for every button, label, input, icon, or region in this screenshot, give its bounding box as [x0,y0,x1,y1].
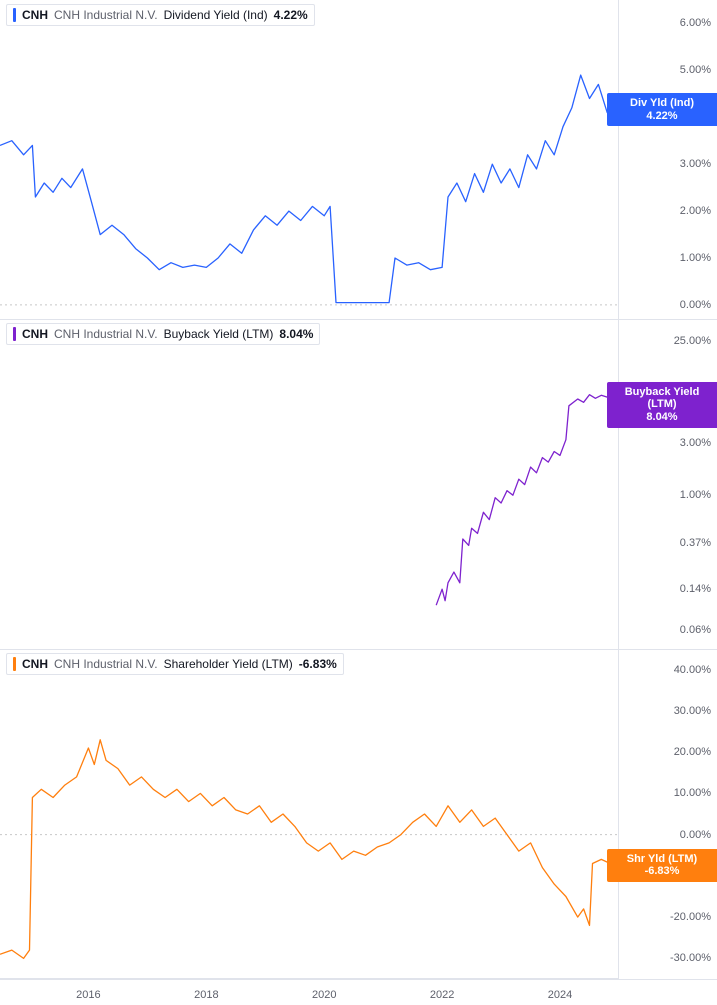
y-tick-label: 10.00% [674,787,711,799]
series-line [0,75,619,303]
badge-title: Div Yld (Ind) [615,97,709,110]
x-tick-label: 2020 [312,989,336,1001]
x-tick-label: 2016 [76,989,100,1001]
y-tick-label: 6.00% [680,17,711,29]
legend-metric: Shareholder Yield (LTM) [164,657,293,671]
y-tick-label: -30.00% [670,952,711,964]
badge-value: -6.83% [615,865,709,878]
y-tick-label: 1.00% [680,489,711,501]
x-tick-label: 2018 [194,989,218,1001]
y-tick-label: 25.00% [674,335,711,347]
y-tick-label: 3.00% [680,437,711,449]
legend-ticker: CNH [22,327,48,341]
y-tick-label: 0.14% [680,583,711,595]
y-axis: 0.00%1.00%2.00%3.00%4.00%5.00%6.00% [618,0,717,319]
legend-value: -6.83% [299,657,337,671]
x-tick-label: 2022 [430,989,454,1001]
y-tick-label: 0.37% [680,537,711,549]
y-tick-label: 1.00% [680,252,711,264]
plot-area[interactable] [0,319,619,649]
y-tick-label: 2.00% [680,205,711,217]
legend-color-tick [13,8,16,22]
x-axis: 2016 2018 2020 2022 2024 [0,978,619,1005]
y-tick-label: 0.00% [680,299,711,311]
y-tick-label: 20.00% [674,746,711,758]
badge-value: 8.04% [615,411,709,424]
legend-metric: Buyback Yield (LTM) [164,327,274,341]
legend-company: CNH Industrial N.V. [54,8,158,22]
badge-value: 4.22% [615,110,709,123]
current-value-badge: Div Yld (Ind)4.22% [607,93,717,126]
y-tick-label: 5.00% [680,64,711,76]
legend-ticker: CNH [22,657,48,671]
legend[interactable]: CNH CNH Industrial N.V. Shareholder Yield … [6,653,344,675]
legend-value: 4.22% [274,8,308,22]
y-tick-label: -20.00% [670,911,711,923]
plot-area[interactable] [0,649,619,979]
legend-company: CNH Industrial N.V. [54,327,158,341]
y-axis: 0.06% 0.14% 0.37% 1.00% 3.00% 8.04% 25.00% [618,319,717,649]
legend[interactable]: CNH CNH Industrial N.V. Buyback Yield (LTM… [6,323,320,345]
y-axis: -30.00%-20.00%-10.00%0.00%10.00%20.00%30… [618,649,717,979]
badge-title: Buyback Yield (LTM) [615,386,709,411]
chart-container: CNH CNH Industrial N.V. Dividend Yield (In… [0,0,717,1005]
series-line [436,395,619,606]
y-tick-label: 3.00% [680,158,711,170]
series-line [0,740,619,959]
y-tick-label: 0.06% [680,624,711,636]
legend[interactable]: CNH CNH Industrial N.V. Dividend Yield (In… [6,4,315,26]
legend-color-tick [13,657,16,671]
chart-panel-2[interactable]: CNH CNH Industrial N.V. Shareholder Yield … [0,649,717,980]
y-tick-label: 30.00% [674,705,711,717]
legend-color-tick [13,327,16,341]
x-tick-label: 2024 [548,989,572,1001]
y-tick-label: 0.00% [680,829,711,841]
y-tick-label: 40.00% [674,664,711,676]
chart-panel-1[interactable]: CNH CNH Industrial N.V. Buyback Yield (LTM… [0,319,717,650]
plot-area[interactable] [0,0,619,319]
legend-metric: Dividend Yield (Ind) [164,8,268,22]
legend-ticker: CNH [22,8,48,22]
legend-value: 8.04% [279,327,313,341]
chart-panel-0[interactable]: CNH CNH Industrial N.V. Dividend Yield (In… [0,0,717,320]
badge-title: Shr Yld (LTM) [615,853,709,866]
current-value-badge: Shr Yld (LTM)-6.83% [607,849,717,882]
current-value-badge: Buyback Yield (LTM)8.04% [607,382,717,428]
legend-company: CNH Industrial N.V. [54,657,158,671]
